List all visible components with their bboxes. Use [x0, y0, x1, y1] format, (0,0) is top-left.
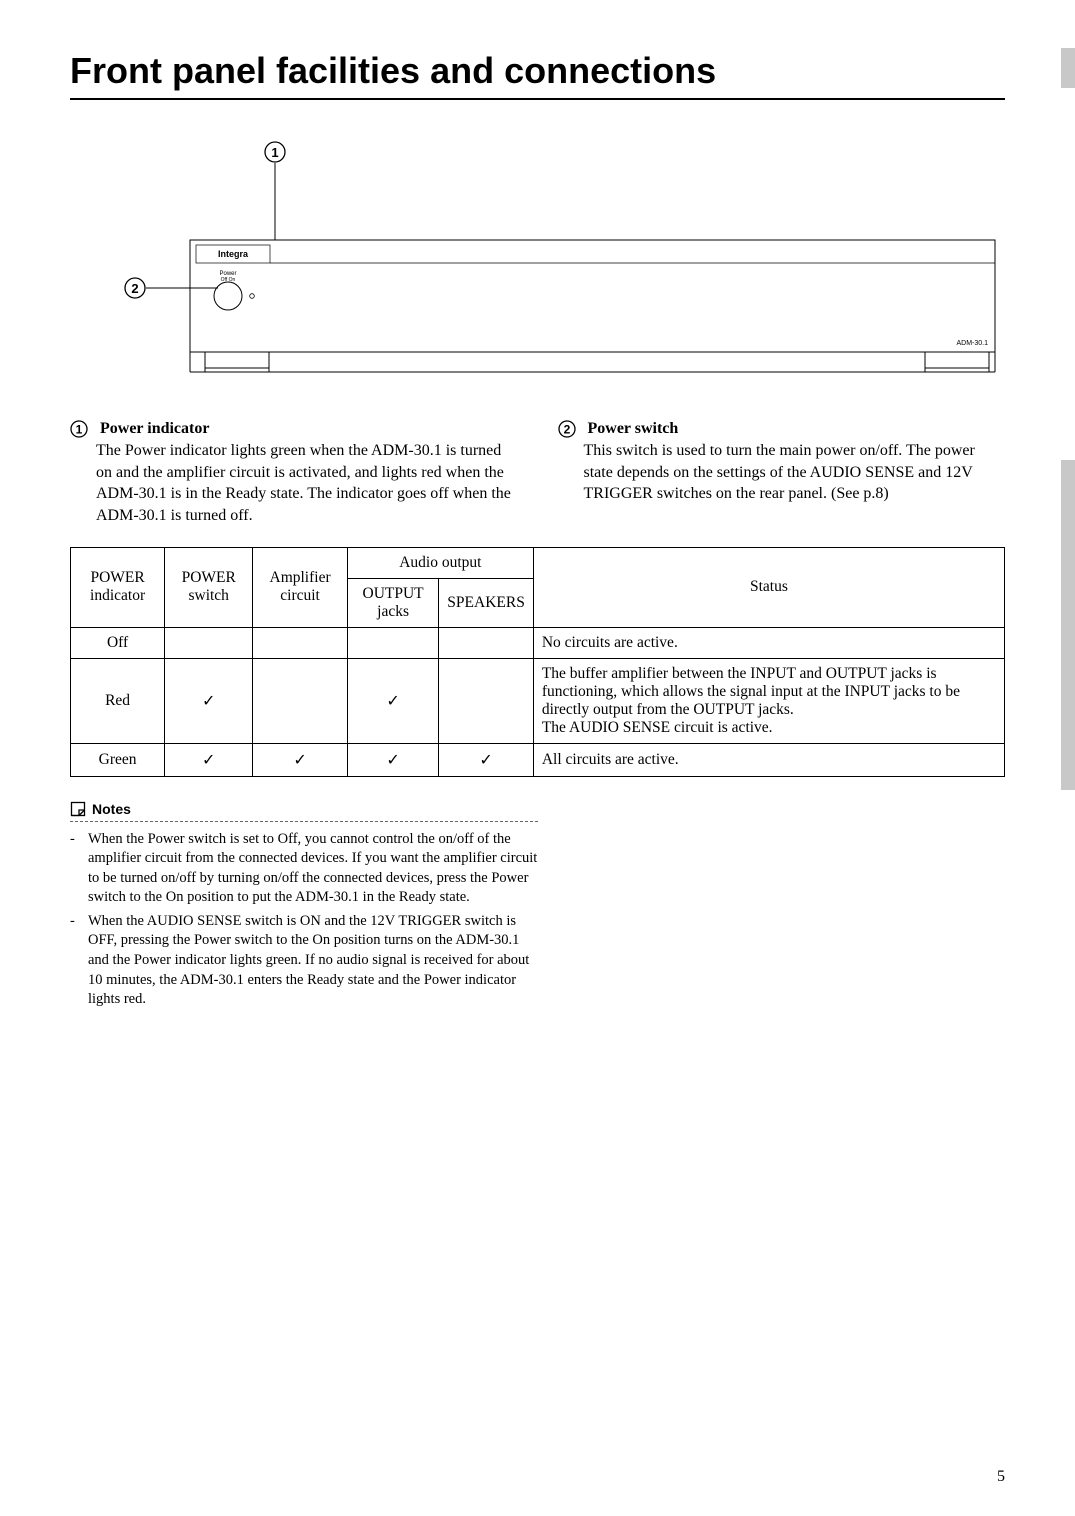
circled-2-icon: 2 [558, 420, 576, 438]
cell-indicator: Red [71, 658, 165, 743]
bullet-dash: - [70, 912, 80, 1010]
item-1-title: Power indicator [100, 420, 209, 437]
cell-speakers [439, 658, 534, 743]
notes-icon [70, 801, 86, 817]
bullet-dash: - [70, 830, 80, 908]
list-item: - When the Power switch is set to Off, y… [70, 830, 538, 908]
col-power-switch: POWER switch [165, 547, 253, 627]
item-1: 1 Power indicator The Power indicator li… [70, 420, 518, 527]
front-panel-diagram: 1 2 Integra Power Off On ADM-30.1 [70, 140, 1005, 400]
notes-divider [70, 821, 538, 822]
cell-switch: ✓ [165, 658, 253, 743]
list-item: - When the AUDIO SENSE switch is ON and … [70, 912, 538, 1010]
notes-section: Notes - When the Power switch is set to … [70, 801, 538, 1010]
callout-1-num: 1 [271, 145, 278, 160]
table-row: Green ✓ ✓ ✓ ✓ All circuits are active. [71, 743, 1005, 776]
notes-heading: Notes [92, 801, 131, 817]
col-power-indicator: POWER indicator [71, 547, 165, 627]
brand-label: Integra [218, 249, 249, 259]
page-title: Front panel facilities and connections [70, 50, 1005, 100]
note-text: When the Power switch is set to Off, you… [88, 830, 538, 908]
item-1-text: The Power indicator lights green when th… [96, 440, 518, 526]
cell-switch: ✓ [165, 743, 253, 776]
col-status: Status [533, 547, 1004, 627]
svg-text:1: 1 [76, 423, 83, 437]
item-2-text: This switch is used to turn the main pow… [584, 440, 1006, 505]
item-2: 2 Power switch This switch is used to tu… [558, 420, 1006, 527]
cell-output: ✓ [347, 658, 438, 743]
status-table: POWER indicator POWER switch Amplifier c… [70, 547, 1005, 777]
cell-switch [165, 627, 253, 658]
table-row: Red ✓ ✓ The buffer amplifier between the… [71, 658, 1005, 743]
cell-indicator: Green [71, 743, 165, 776]
page-number: 5 [997, 1468, 1005, 1486]
col-audio-output: Audio output [347, 547, 533, 578]
item-2-title: Power switch [588, 420, 679, 437]
cell-amp [253, 627, 348, 658]
note-text: When the AUDIO SENSE switch is ON and th… [88, 912, 538, 1010]
item-descriptions: 1 Power indicator The Power indicator li… [70, 420, 1005, 527]
col-speakers: SPEAKERS [439, 578, 534, 627]
col-amp-circuit: Amplifier circuit [253, 547, 348, 627]
cell-output [347, 627, 438, 658]
cell-status: The buffer amplifier between the INPUT a… [533, 658, 1004, 743]
svg-text:2: 2 [563, 423, 570, 437]
circled-1-icon: 1 [70, 420, 88, 438]
cell-speakers: ✓ [439, 743, 534, 776]
table-row: Off No circuits are active. [71, 627, 1005, 658]
cell-status: No circuits are active. [533, 627, 1004, 658]
cell-amp [253, 658, 348, 743]
cell-amp: ✓ [253, 743, 348, 776]
cell-speakers [439, 627, 534, 658]
side-tab-mid [1061, 460, 1075, 790]
cell-status: All circuits are active. [533, 743, 1004, 776]
cell-output: ✓ [347, 743, 438, 776]
cell-indicator: Off [71, 627, 165, 658]
callout-2-num: 2 [131, 281, 138, 296]
col-output-jacks: OUTPUT jacks [347, 578, 438, 627]
side-tab-top [1061, 48, 1075, 88]
model-label: ADM-30.1 [956, 340, 988, 347]
